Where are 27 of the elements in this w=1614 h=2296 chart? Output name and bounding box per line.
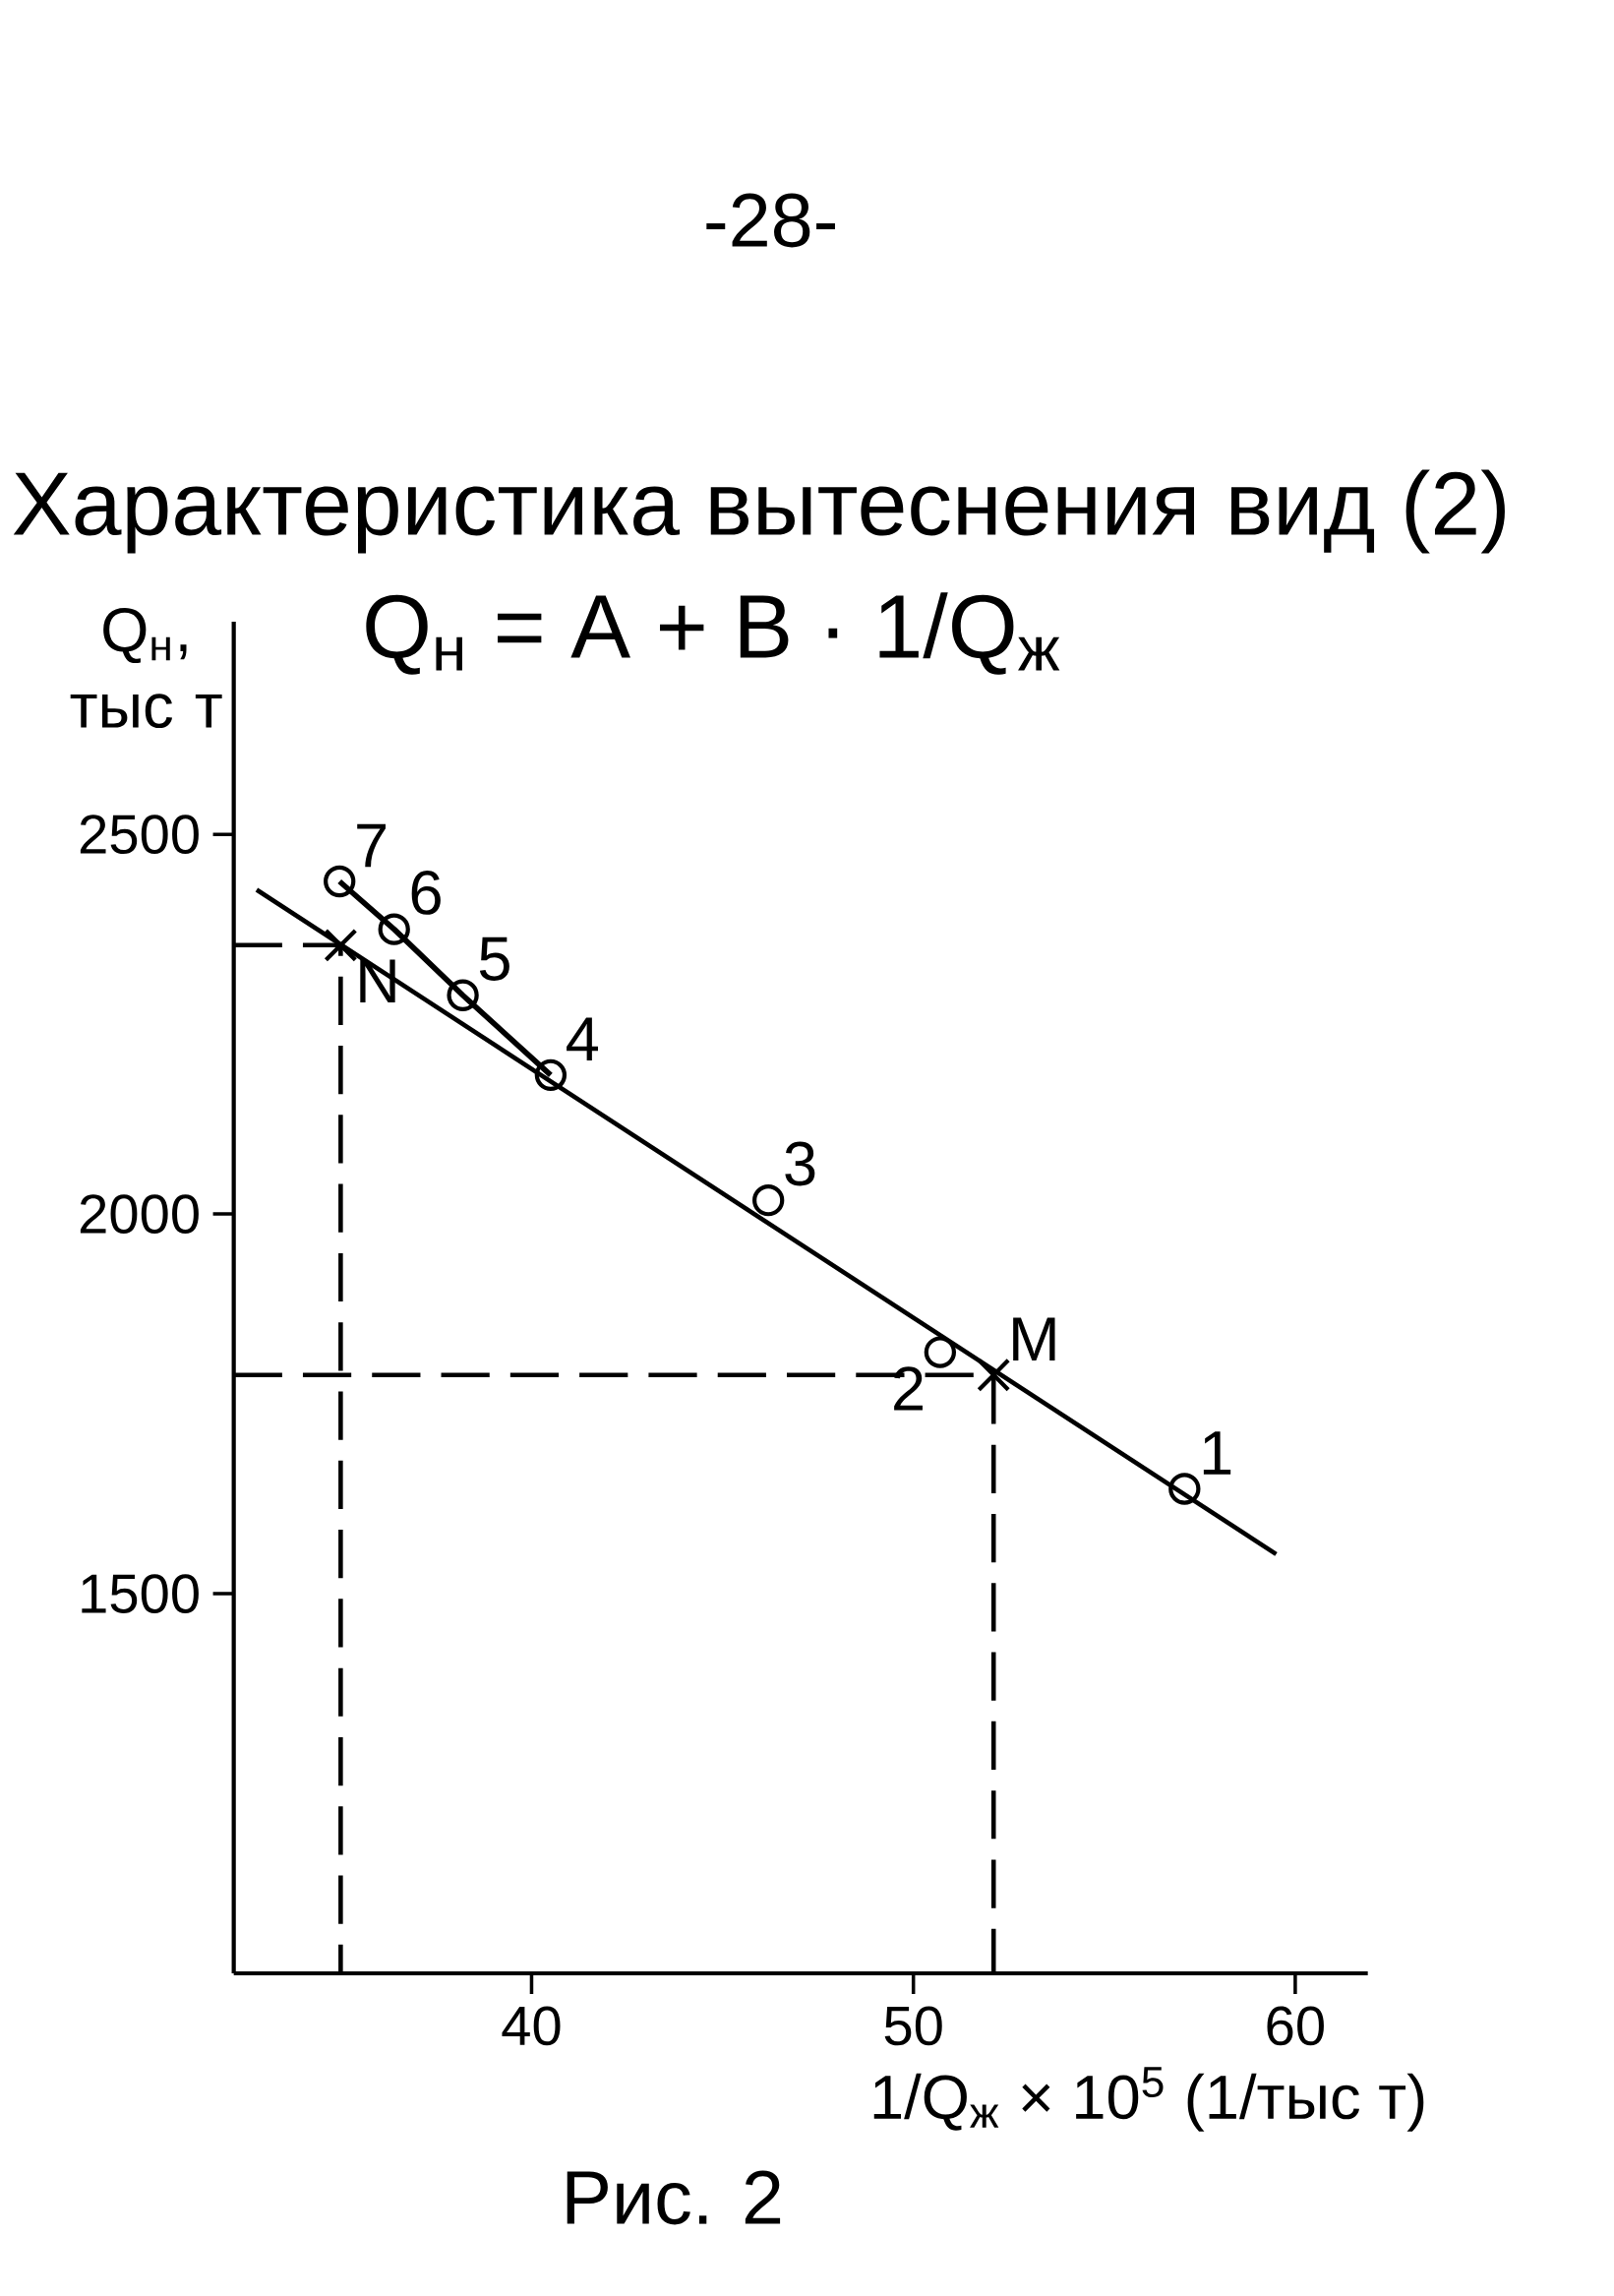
- chart-subtitle: Q$_{н}$ = A + B · 1/Q$_{ж}$: [366, 592, 1060, 675]
- annotation: 7: [357, 823, 387, 868]
- y-tick-label: 2000: [81, 1194, 200, 1234]
- point: [534, 1058, 568, 1091]
- point: [924, 1336, 957, 1368]
- x-tick-label: 60: [1267, 2006, 1325, 2046]
- annotation: 5: [480, 937, 510, 982]
- x-tick-label: 40: [502, 2006, 561, 2046]
- y-axis-title: Q$_{н}$, тыс т: [70, 607, 222, 729]
- text: -28-: [706, 193, 836, 248]
- chart-title: Характеристика вытеснения вид (2): [13, 469, 1506, 554]
- x-axis-title: 1/Q$_{ж}$ × 10$^{5}$ (1/тыс т): [873, 2067, 1424, 2132]
- text: Рис. 2: [567, 2170, 781, 2225]
- point: [447, 979, 479, 1011]
- annotation: 6: [411, 871, 442, 915]
- annotation: M: [1013, 1317, 1055, 1360]
- y-tick-label: 2500: [81, 815, 200, 855]
- point: [324, 865, 356, 898]
- y-tick-label: 1500: [82, 1574, 200, 1613]
- point: [378, 913, 411, 945]
- annotation: 1: [1204, 1431, 1231, 1475]
- point: [1168, 1473, 1201, 1505]
- annotation: 3: [785, 1141, 815, 1186]
- point: [752, 1184, 785, 1217]
- annotation: 4: [567, 1017, 599, 1061]
- x-tick-label: 50: [884, 2006, 942, 2046]
- annotation: 2: [894, 1366, 924, 1411]
